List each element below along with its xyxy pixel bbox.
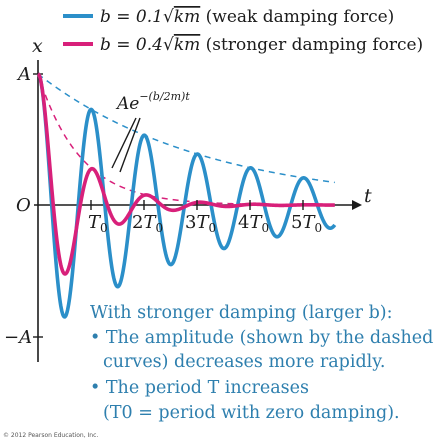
envelope-pointer-blue	[119, 117, 141, 173]
envelope-weak	[37, 73, 335, 184]
legend: b = 0.1√km (weak damping force) b = 0.4√…	[63, 7, 423, 55]
x-ticks: T0 2T0 3T0 4T0 5T0	[88, 200, 322, 235]
x-tick-label-2: 2T0	[132, 212, 163, 235]
envelope-pointer-pink	[111, 117, 137, 169]
copyright-credit: © 2012 Pearson Education, Inc.	[3, 432, 98, 439]
envelope-label: Ae−(b/2m)t	[115, 90, 190, 114]
x-tick-label-4: 4T0	[238, 212, 269, 235]
axes: x t A O −A	[4, 35, 372, 362]
x-tick-label-5: 5T0	[291, 212, 322, 235]
y-axis-label: x	[32, 35, 43, 57]
y-tick-minus-A: −A	[4, 327, 32, 348]
x-axis-label: t	[364, 185, 372, 207]
envelope-annotation: Ae−(b/2m)t	[111, 90, 190, 173]
legend-label-strong: b = 0.4√km (stronger damping force)	[100, 35, 423, 55]
note-line-1: With stronger damping (larger b):	[90, 303, 393, 323]
series-line-weak	[36, 72, 337, 319]
oscillation-curves	[36, 72, 337, 319]
x-tick-label-1: T0	[88, 212, 108, 235]
series-line-strong	[36, 72, 337, 276]
note-line-2: • The amplitude (shown by the dashed	[90, 328, 433, 348]
y-tick-A: A	[16, 64, 31, 85]
note-line-5: (T0 = period with zero damping).	[103, 403, 400, 423]
legend-label-weak: b = 0.1√km (weak damping force)	[100, 7, 394, 27]
note-line-3: curves) decreases more rapidly.	[103, 352, 385, 372]
x-tick-label-3: 3T0	[185, 212, 216, 235]
x-axis-arrow	[352, 200, 362, 210]
annotation-note: With stronger damping (larger b): • The …	[90, 303, 433, 423]
y-tick-O: O	[16, 195, 31, 216]
note-line-4: • The period T increases	[90, 378, 309, 398]
